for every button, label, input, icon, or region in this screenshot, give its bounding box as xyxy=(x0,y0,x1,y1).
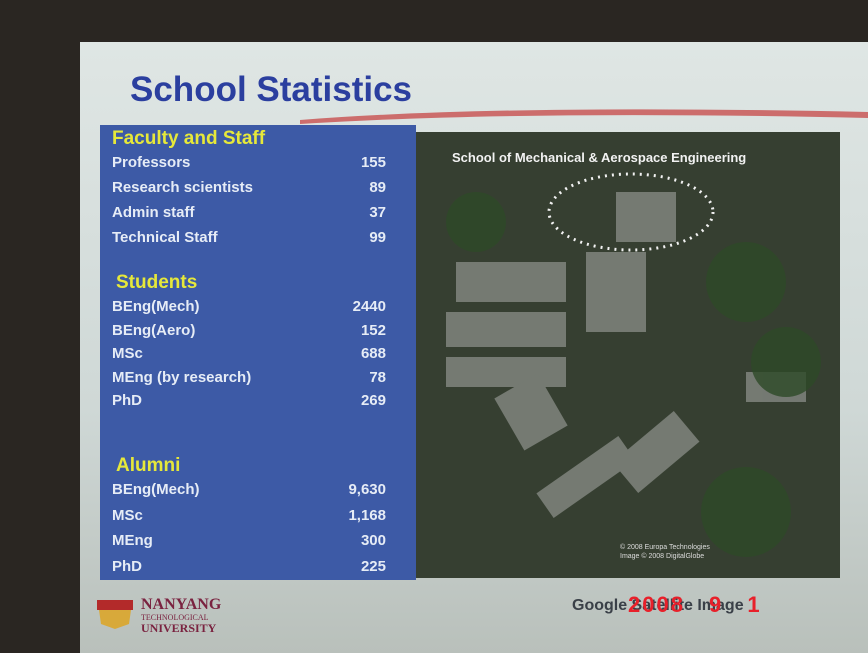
row-label: Admin staff xyxy=(112,204,195,221)
row-label: BEng(Aero) xyxy=(112,321,196,339)
row-label: MEng xyxy=(112,532,153,549)
row-value: 99 xyxy=(369,229,386,246)
image-caption: School of Mechanical & Aerospace Enginee… xyxy=(452,150,747,165)
date-stamp: 2008 9 1 xyxy=(628,592,762,617)
section-heading: Alumni xyxy=(116,455,181,476)
row-label: Technical Staff xyxy=(112,229,218,246)
row-value: 2440 xyxy=(352,298,386,315)
row-value: 155 xyxy=(360,154,386,171)
logo-text: NANYANG xyxy=(141,596,222,613)
image-credit: © 2008 Europa Technologies xyxy=(620,544,710,551)
row-value: 37 xyxy=(369,204,386,221)
row-label: MSc xyxy=(112,506,143,524)
row-label: Research scientists xyxy=(112,179,253,196)
row-label: Professors xyxy=(112,154,191,171)
logo-text: UNIVERSITY xyxy=(141,621,217,635)
stats-panel xyxy=(100,125,416,580)
section-heading: Faculty and Staff xyxy=(112,128,266,149)
row-value: 78 xyxy=(369,368,386,386)
title-swoosh xyxy=(300,109,868,124)
row-label: BEng(Mech) xyxy=(112,298,200,315)
row-value: 225 xyxy=(360,557,386,575)
image-credit: Image © 2008 DigitalGlobe xyxy=(620,553,705,560)
row-value: 89 xyxy=(369,179,386,196)
row-label: MEng (by research) xyxy=(112,368,252,386)
row-value: 300 xyxy=(360,532,386,549)
row-label: MSc xyxy=(112,345,143,362)
row-value: 9,630 xyxy=(348,481,386,498)
satellite-image xyxy=(416,132,840,578)
row-label: BEng(Mech) xyxy=(112,481,200,498)
image-source: Google Satellite Image xyxy=(572,597,744,614)
row-value: 269 xyxy=(360,392,386,409)
row-value: 688 xyxy=(360,345,386,362)
row-value: 1,168 xyxy=(348,506,386,524)
section-heading: Students xyxy=(116,272,198,293)
row-value: 152 xyxy=(360,321,386,339)
slide-title: School Statistics xyxy=(130,70,413,109)
row-label: PhD xyxy=(112,557,142,575)
row-label: PhD xyxy=(112,392,142,409)
logo-text: TECHNOLOGICAL xyxy=(141,613,209,622)
logo-crest xyxy=(97,600,133,629)
